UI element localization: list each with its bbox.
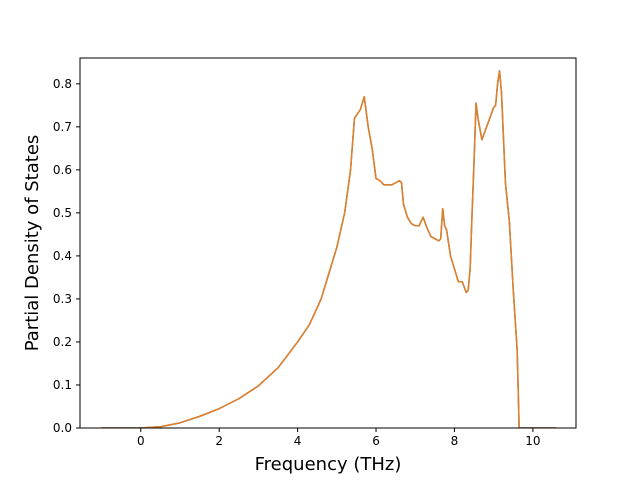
y-tick-label: 0.6 bbox=[53, 163, 72, 177]
y-tick-label: 0.0 bbox=[53, 421, 72, 435]
y-tick-label: 0.3 bbox=[53, 292, 72, 306]
y-tick-label: 0.4 bbox=[53, 249, 72, 263]
y-tick-label: 0.1 bbox=[53, 378, 72, 392]
y-tick-label: 0.8 bbox=[53, 77, 72, 91]
y-axis-label: Partial Density of States bbox=[22, 135, 43, 352]
x-tick-label: 8 bbox=[451, 434, 459, 448]
x-ticks: 0 2 4 6 8 10 bbox=[137, 428, 541, 448]
x-tick-label: 6 bbox=[372, 434, 380, 448]
x-tick-label: 10 bbox=[525, 434, 540, 448]
series-layer bbox=[101, 70, 557, 428]
x-tick-label: 4 bbox=[294, 434, 302, 448]
plot-area bbox=[80, 58, 576, 428]
x-axis-label: Frequency (THz) bbox=[255, 454, 402, 475]
x-tick-label: 2 bbox=[215, 434, 223, 448]
y-tick-label: 0.7 bbox=[53, 120, 72, 134]
y-ticks: 0.0 0.1 0.2 0.3 0.4 0.5 0.6 0.7 0.8 bbox=[53, 77, 80, 435]
y-tick-label: 0.5 bbox=[53, 206, 72, 220]
x-tick-label: 0 bbox=[137, 434, 145, 448]
axes-frame bbox=[79, 57, 577, 429]
series-line bbox=[101, 70, 557, 428]
y-tick-label: 0.2 bbox=[53, 335, 72, 349]
